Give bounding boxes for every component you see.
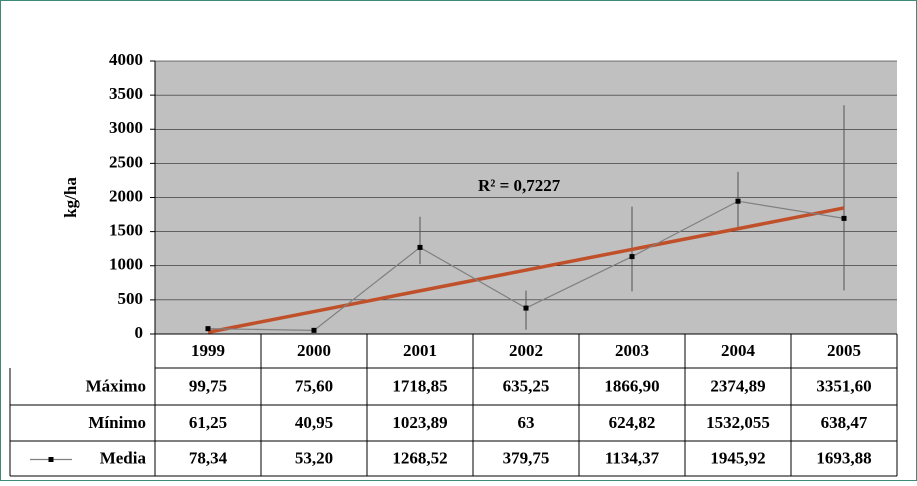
table-value: 99,75 — [189, 376, 227, 395]
y-tick-label: 2500 — [109, 152, 143, 171]
row-label: Mínimo — [88, 413, 146, 432]
table-value: 379,75 — [503, 448, 550, 467]
y-tick-label: 2000 — [109, 186, 143, 205]
y-tick-label: 1500 — [109, 221, 143, 240]
x-tick-label: 2005 — [827, 341, 861, 360]
trend-label: R² = 0,7227 — [478, 176, 561, 195]
table-value: 1268,52 — [392, 448, 447, 467]
y-tick-label: 3500 — [109, 84, 143, 103]
y-tick-label: 3000 — [109, 118, 143, 137]
table-value: 624,82 — [609, 413, 656, 432]
x-tick-label: 2003 — [615, 341, 649, 360]
media-marker — [841, 215, 847, 221]
table-value: 1718,85 — [392, 376, 447, 395]
table-value: 61,25 — [189, 413, 227, 432]
table-value: 1023,89 — [392, 413, 447, 432]
x-tick-label: 1999 — [191, 341, 225, 360]
media-marker — [205, 326, 211, 332]
row-label: Máximo — [86, 376, 146, 395]
media-marker — [523, 305, 529, 311]
table-value: 63 — [518, 413, 535, 432]
table-value: 3351,60 — [816, 376, 871, 395]
y-tick-label: 0 — [135, 323, 144, 342]
y-axis-title: kg/ha — [61, 177, 80, 218]
media-marker — [417, 244, 423, 250]
media-marker — [311, 327, 317, 333]
table-value: 1945,92 — [710, 448, 765, 467]
table-value: 635,25 — [503, 376, 550, 395]
y-tick-label: 4000 — [109, 50, 143, 69]
table-value: 2374,89 — [710, 376, 765, 395]
table-value: 40,95 — [295, 413, 333, 432]
x-tick-label: 2000 — [297, 341, 331, 360]
table-value: 638,47 — [821, 413, 868, 432]
y-tick-label: 500 — [118, 289, 144, 308]
table-value: 78,34 — [189, 448, 228, 467]
table-value: 1134,37 — [605, 448, 660, 467]
x-tick-label: 2004 — [721, 341, 756, 360]
y-tick-label: 1000 — [109, 255, 143, 274]
x-tick-label: 2002 — [509, 341, 543, 360]
table-value: 53,20 — [295, 448, 333, 467]
table-value: 1866,90 — [604, 376, 659, 395]
trend-line — [207, 206, 845, 334]
x-tick-label: 2001 — [403, 341, 437, 360]
media-marker — [629, 254, 635, 260]
media-marker — [735, 198, 741, 204]
row-label: Media — [100, 448, 147, 467]
table-value: 75,60 — [295, 376, 333, 395]
table-value: 1693,88 — [816, 448, 871, 467]
legend-key — [48, 457, 54, 462]
table-value: 1532,055 — [706, 413, 770, 432]
